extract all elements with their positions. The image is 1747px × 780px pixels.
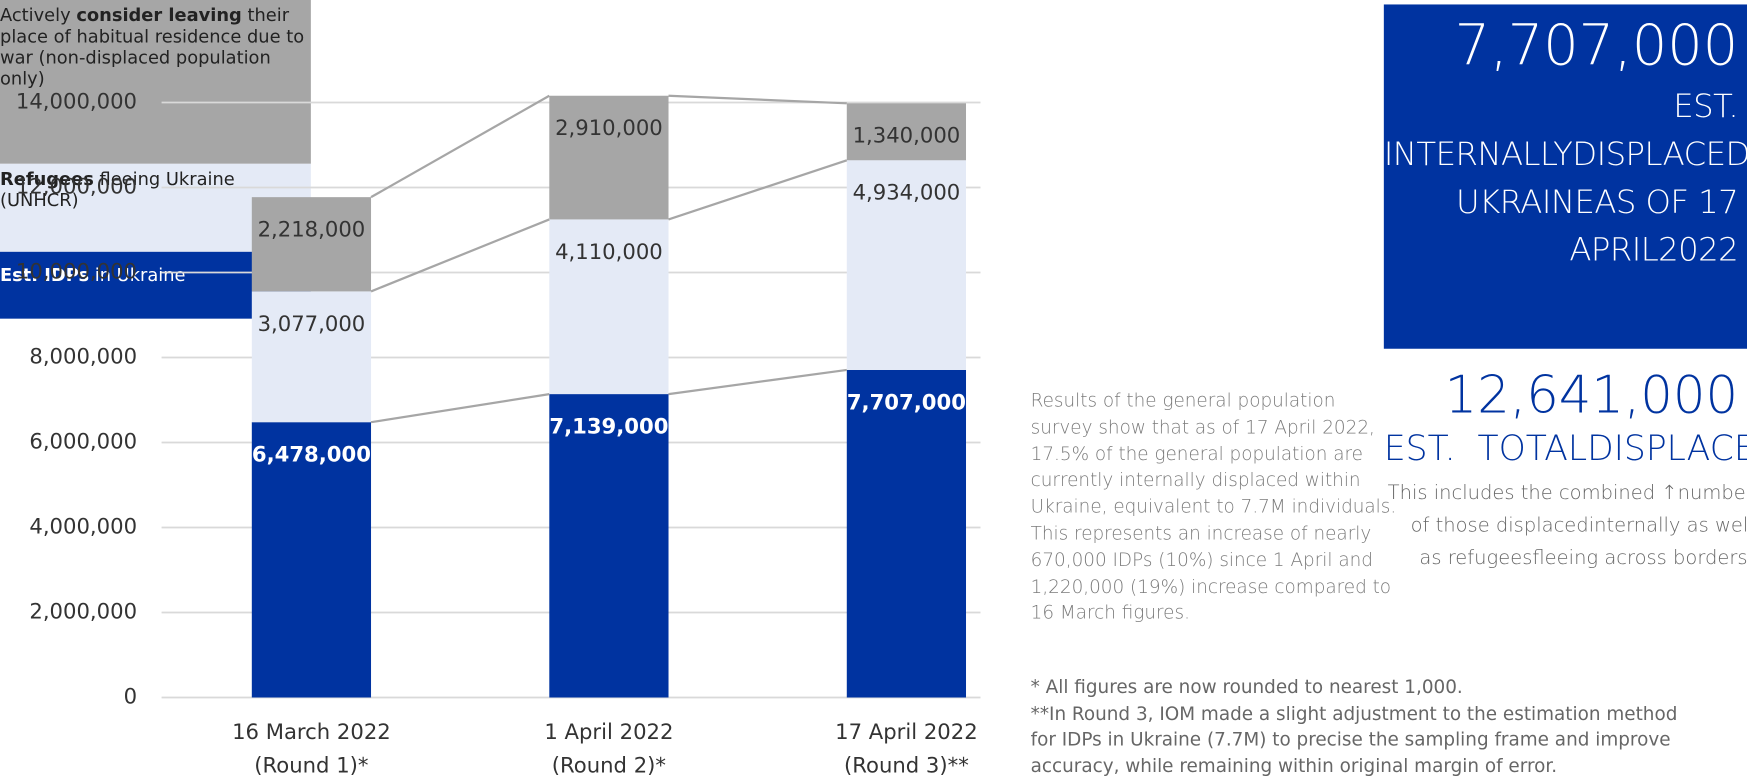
total-note-line: fleeing across borders. bbox=[1532, 547, 1747, 570]
value-label: 4,110,000 bbox=[555, 239, 663, 264]
x-tick-label: 1 April 2022 bbox=[544, 719, 673, 744]
bar-segment bbox=[251, 422, 372, 698]
legend-text: consider leaving bbox=[76, 4, 242, 26]
x-tick-label: 17 April 2022 bbox=[835, 719, 978, 744]
value-label: 7,707,000 bbox=[847, 389, 966, 414]
idp-label: AS OF 17 APRIL bbox=[1569, 182, 1739, 269]
legend-text: Refugees bbox=[0, 168, 94, 190]
connector bbox=[370, 392, 550, 424]
y-tick-label: 6,000,000 bbox=[29, 428, 137, 453]
value-label: 3,077,000 bbox=[258, 311, 366, 336]
idp-panel: 7,707,000 EST. INTERNALLYDISPLACED WITHIN… bbox=[1383, 4, 1747, 349]
y-tick-label: 4,000,000 bbox=[29, 513, 137, 538]
idp-label: WITHIN UKRAINE bbox=[1455, 182, 1595, 221]
footnote: **In Round 3, IOM made a slight adjustme… bbox=[1030, 702, 1678, 724]
value-label: 2,910,000 bbox=[555, 115, 663, 140]
chart: 0 2,000,000 4,000,000 6,000,000 8,000,000 10,… bbox=[16, 89, 981, 778]
bar-segment bbox=[549, 219, 669, 395]
legend-text: Actively bbox=[0, 4, 77, 26]
x-tick-label: (Round 1)* bbox=[254, 753, 368, 778]
legend-text: their place of habitual residence due to… bbox=[0, 4, 305, 90]
total-label: DISPLACED bbox=[1587, 428, 1747, 470]
value-label: 7,139,000 bbox=[549, 414, 668, 439]
bar-segment bbox=[251, 291, 372, 423]
total-note-line: internally as well as refugees bbox=[1419, 514, 1747, 570]
y-tick-label: 12,000,000 bbox=[16, 174, 137, 199]
bar-segment bbox=[846, 369, 967, 698]
x-tick-label: 16 March 2022 bbox=[232, 719, 391, 744]
total-note-line: This includes the combined ↑ bbox=[1387, 482, 1678, 505]
total-value: 12,641,000 bbox=[1444, 364, 1739, 425]
x-tick-label: (Round 3)** bbox=[844, 753, 969, 778]
description: Results of the general population survey… bbox=[1030, 389, 1397, 624]
legend-item: Actively consider leaving their place of… bbox=[0, 0, 311, 164]
total-note-line: number of those displaced bbox=[1410, 482, 1747, 538]
y-tick-label: 8,000,000 bbox=[29, 343, 137, 368]
bar-segment bbox=[846, 160, 967, 370]
total-note: This includes the combined ↑number of th… bbox=[1384, 478, 1747, 575]
bar-segment bbox=[846, 103, 967, 161]
value-label: 2,218,000 bbox=[258, 217, 366, 242]
idp-label: 2022 bbox=[1658, 230, 1739, 269]
value-label: 6,478,000 bbox=[252, 442, 371, 467]
bar-segment bbox=[251, 197, 372, 292]
y-tick-label: 14,000,000 bbox=[16, 89, 137, 114]
idp-label: DISPLACED bbox=[1572, 134, 1747, 173]
legend-text: Est. IDPs bbox=[0, 264, 90, 286]
total-label: EST. TOTAL bbox=[1383, 428, 1588, 470]
connector bbox=[370, 218, 550, 293]
legend-text: fleeing Ukraine (UNHCR) bbox=[0, 168, 235, 211]
connector bbox=[370, 94, 550, 199]
legend-text: in Ukraine bbox=[89, 264, 186, 286]
bar-segment bbox=[549, 95, 669, 220]
idp-value: 7,707,000 bbox=[1454, 13, 1739, 78]
value-label: 1,340,000 bbox=[853, 123, 961, 148]
footnote: accuracy, while remaining within origina… bbox=[1030, 754, 1558, 777]
connector bbox=[668, 159, 848, 221]
x-tick-label: (Round 2)* bbox=[552, 753, 666, 778]
connector bbox=[668, 94, 847, 105]
footnote: * All figures are now rounded to nearest… bbox=[1030, 676, 1463, 698]
footnote: for IDPs in Ukraine (7.7M) to precise th… bbox=[1030, 728, 1671, 750]
bar-segment bbox=[549, 394, 669, 698]
connector bbox=[668, 368, 847, 396]
total-panel: 12,641,000 EST. TOTALDISPLACED This inclu… bbox=[1383, 363, 1747, 575]
y-tick-label: 0 bbox=[124, 683, 137, 708]
y-tick-label: 2,000,000 bbox=[29, 598, 137, 623]
idp-label: EST. INTERNALLY bbox=[1383, 86, 1739, 173]
y-tick-label: 10,000,000 bbox=[16, 259, 137, 284]
value-label: 4,934,000 bbox=[853, 180, 961, 205]
